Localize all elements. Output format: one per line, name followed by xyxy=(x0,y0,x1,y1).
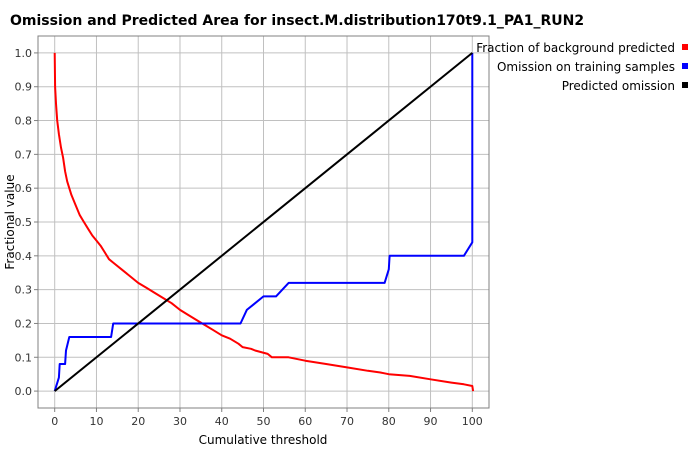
x-tick-label: 60 xyxy=(298,415,312,428)
x-tick-label: 100 xyxy=(462,415,483,428)
y-tick-label: 0.2 xyxy=(15,317,33,330)
x-tick-label: 70 xyxy=(340,415,354,428)
y-tick-label: 0.4 xyxy=(15,250,33,263)
x-tick-label: 10 xyxy=(89,415,103,428)
training-omission-line xyxy=(53,52,474,392)
x-tick-label: 50 xyxy=(257,415,271,428)
legend-label: Predicted omission xyxy=(562,79,675,93)
grid xyxy=(38,36,489,408)
y-tick-label: 0.6 xyxy=(15,182,33,195)
y-tick-label: 0.7 xyxy=(15,148,33,161)
y-axis-label: Fractional value xyxy=(3,174,17,269)
legend-label: Fraction of background predicted xyxy=(476,41,675,55)
series-layer xyxy=(53,52,475,392)
legend-swatch xyxy=(682,63,688,69)
y-tick-label: 0.5 xyxy=(15,216,33,229)
y-tick-label: 0.3 xyxy=(15,284,33,297)
y-tick-label: 0.1 xyxy=(15,351,33,364)
predicted-omission-line xyxy=(54,52,473,392)
ticks: 0 10 20 30 40 50 60 70 80 90 100 0.0 0.1 0.2 0.3 0.4 0.5… xyxy=(15,47,483,428)
background-predicted-line xyxy=(53,52,475,392)
x-tick-label: 20 xyxy=(131,415,145,428)
x-tick-label: 40 xyxy=(215,415,229,428)
legend-swatch xyxy=(682,82,688,88)
y-tick-label: 0.9 xyxy=(15,81,33,94)
x-axis-label: Cumulative threshold xyxy=(199,433,328,447)
legend-swatch xyxy=(682,44,688,50)
y-tick-label: 1.0 xyxy=(15,47,33,60)
x-tick-label: 90 xyxy=(424,415,438,428)
x-tick-label: 0 xyxy=(51,415,58,428)
chart-title: Omission and Predicted Area for insect.M… xyxy=(10,13,585,29)
legend-label: Omission on training samples xyxy=(497,60,675,74)
y-tick-label: 0.0 xyxy=(15,385,33,398)
x-tick-label: 30 xyxy=(173,415,187,428)
legend: Fraction of background predicted Omission… xyxy=(476,41,688,93)
y-tick-label: 0.8 xyxy=(15,115,33,128)
x-tick-label: 80 xyxy=(382,415,396,428)
